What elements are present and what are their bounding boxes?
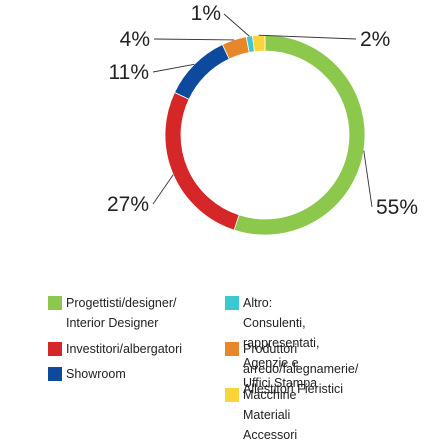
donut-slice-progettisti (233, 34, 366, 236)
data-label-altro: 1% (191, 2, 221, 25)
legend-swatch-altro (225, 296, 239, 310)
legend-swatch-progettisti (48, 296, 62, 310)
legend-item-produttori: Produttori arredo/falegnamerie/ Allestit… (225, 339, 358, 399)
donut-chart: 55% 27% 11% 4% 1% 2% (107, 2, 418, 236)
legend-label-produttori: Produttori arredo/falegnamerie/ Allestit… (243, 342, 359, 396)
legend-item-altro: Altro: Consulenti, rappresentati, Agenzi… (225, 293, 319, 393)
donut-slice-investitori (164, 91, 240, 231)
leader-line-progettisti (363, 150, 373, 208)
legend-swatch-macchine (225, 388, 239, 402)
legend-swatch-showroom (48, 367, 62, 381)
donut-slice-showroom (173, 43, 230, 100)
legend-item-progettisti: Progettisti/designer/ Interior Designer (48, 293, 176, 333)
legend-label-altro: Altro: Consulenti, rappresentati, Agenzi… (243, 296, 320, 390)
legend-swatch-produttori (225, 342, 239, 356)
leader-line-investitori (152, 174, 174, 205)
legend-label-progettisti: Progettisti/designer/ Interior Designer (66, 296, 177, 330)
data-label-macchine: 2% (360, 28, 390, 51)
leader-line-macchine (258, 34, 357, 40)
data-label-showroom: 11% (109, 61, 149, 84)
donut-slice-macchine (252, 34, 266, 53)
legend-label-investitori: Investitori/albergatori (66, 342, 183, 356)
legend-item-macchine: Macchine Materiali Accessori (225, 385, 297, 445)
leader-line-produttori (153, 38, 235, 41)
data-label-progettisti: 55% (376, 196, 418, 219)
data-label-produttori: 4% (120, 28, 150, 51)
leader-line-altro (223, 13, 250, 37)
legend-label-showroom: Showroom (66, 367, 126, 381)
legend-label-macchine: Macchine Materiali Accessori (243, 388, 298, 442)
data-label-investitori: 27% (107, 193, 149, 216)
legend-item-showroom: Showroom (48, 364, 126, 384)
leader-line-showroom (152, 63, 195, 73)
legend-item-investitori: Investitori/albergatori (48, 339, 182, 359)
legend-swatch-investitori (48, 342, 62, 356)
